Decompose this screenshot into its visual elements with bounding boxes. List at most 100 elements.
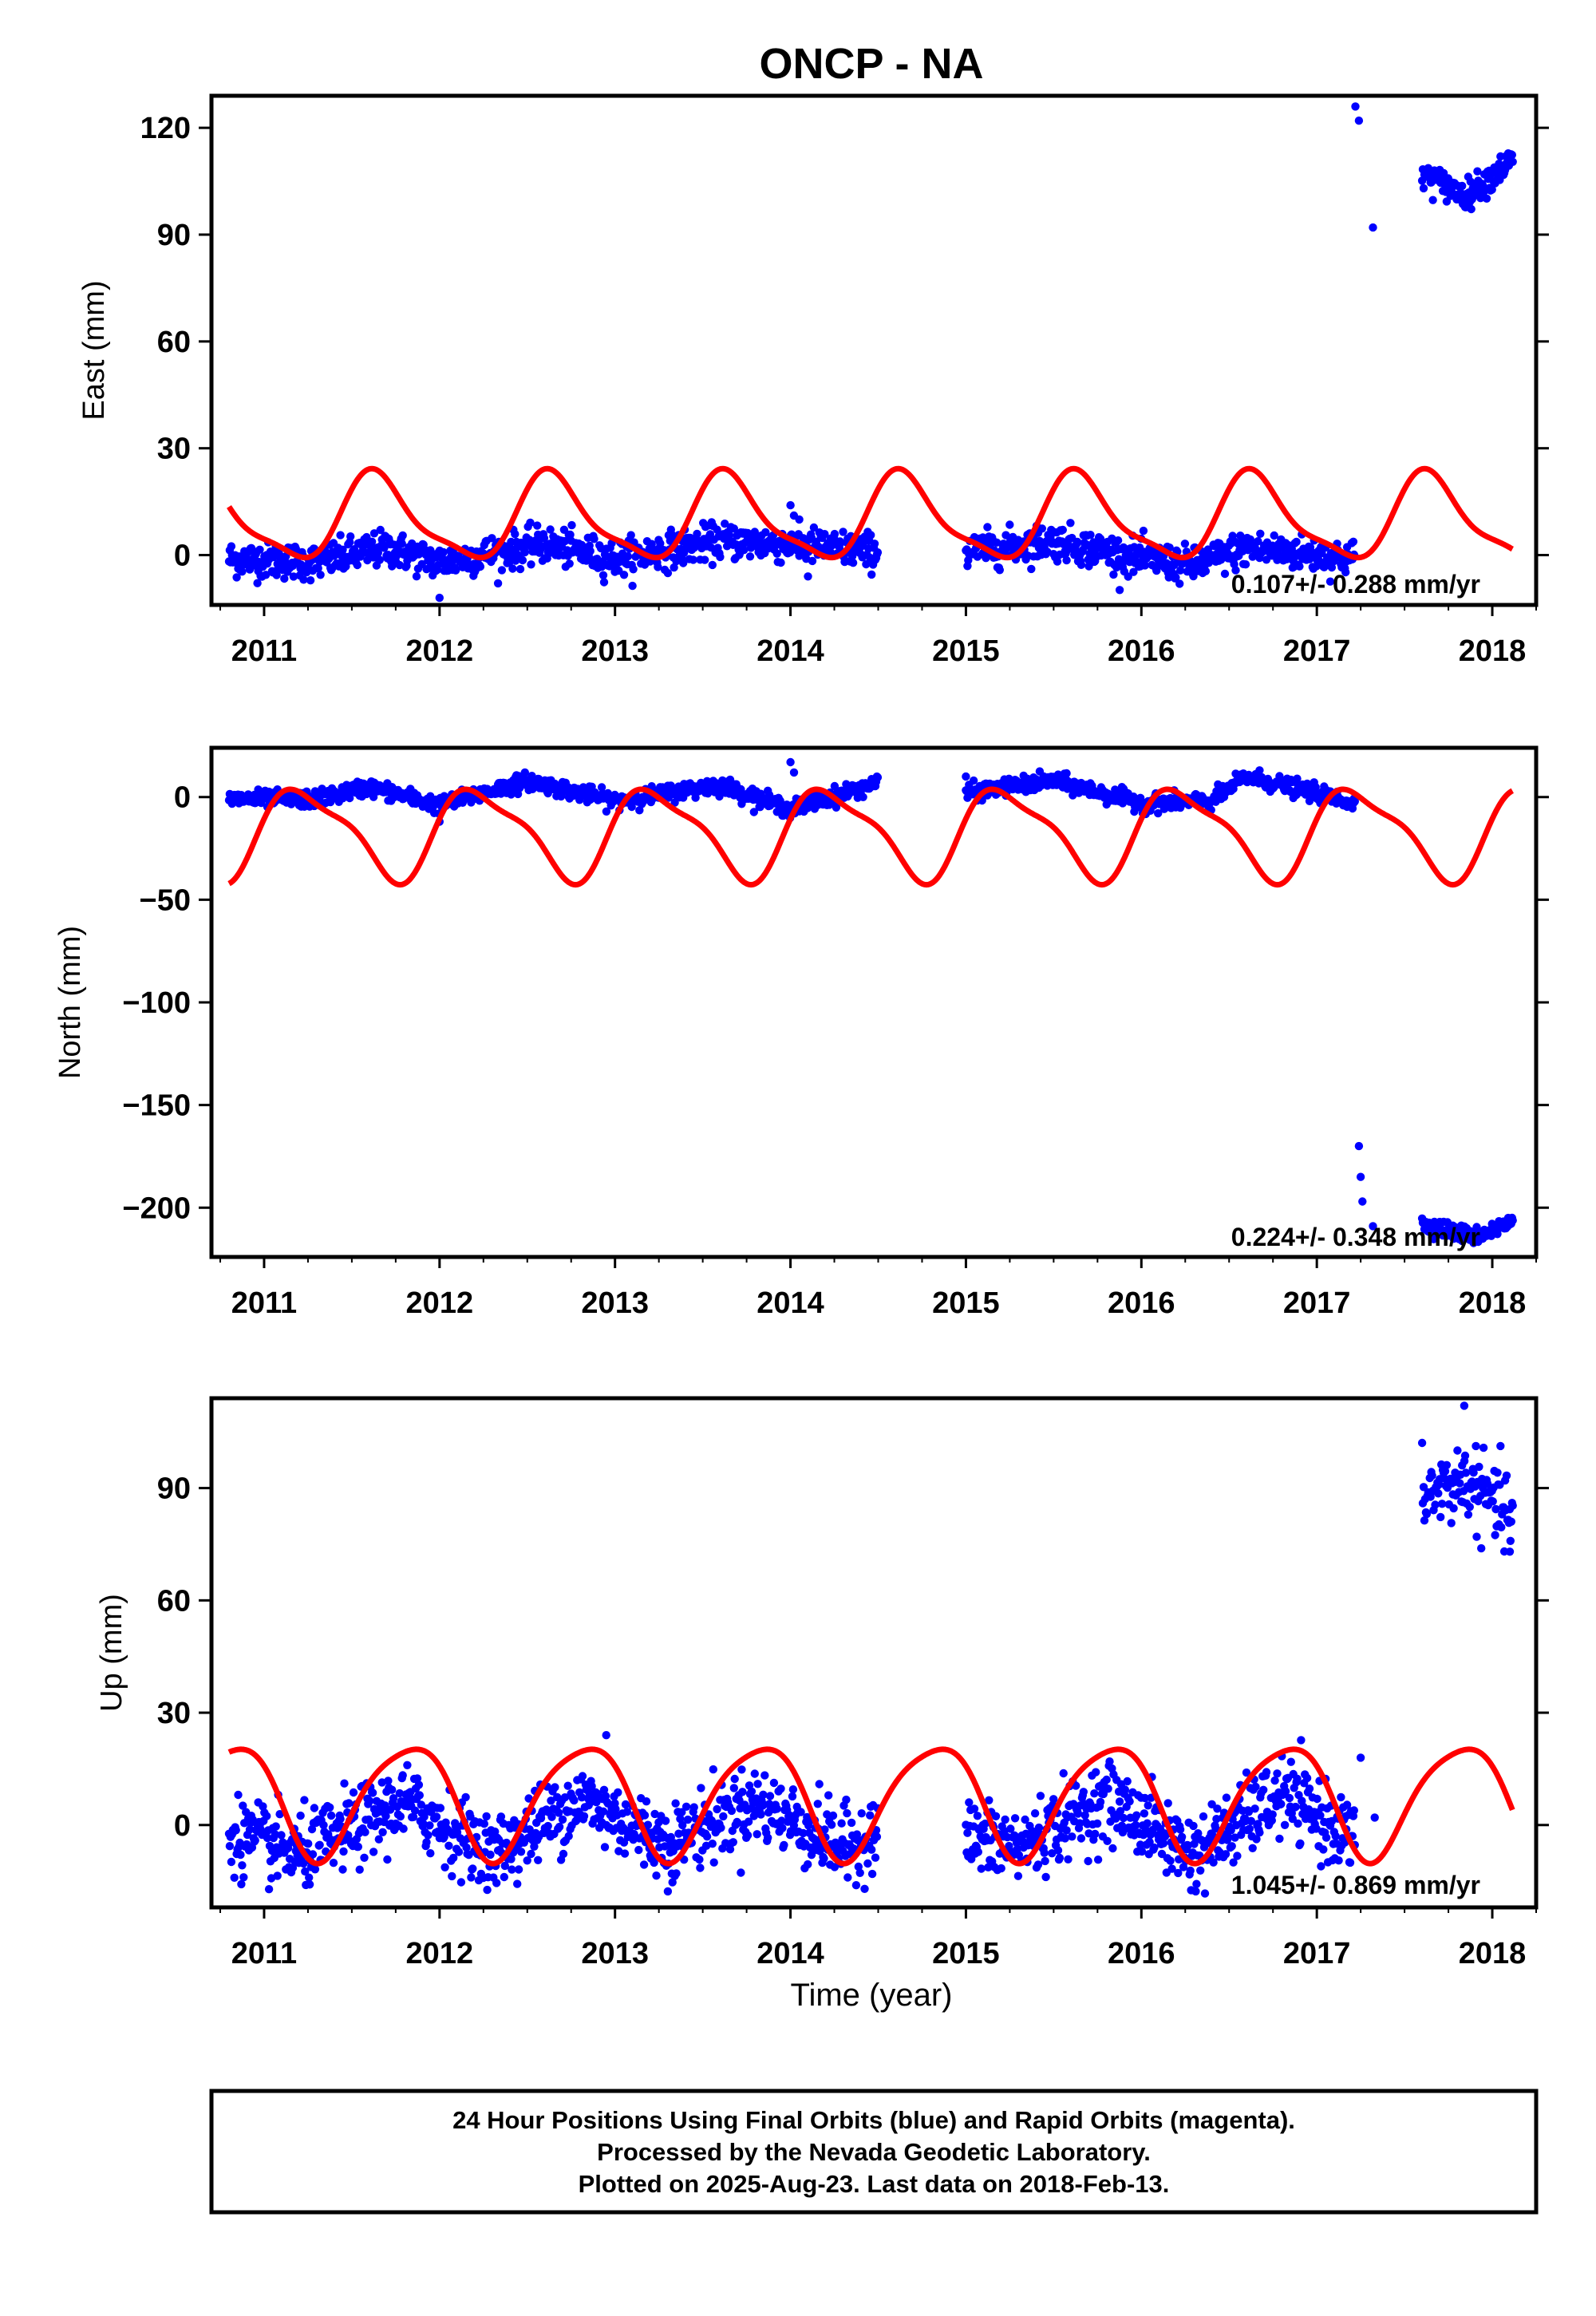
up-data-point <box>523 1856 531 1865</box>
up-data-point <box>727 1806 737 1816</box>
up-x-tick-label: 2017 <box>1283 1937 1351 1970</box>
east-outlier-point <box>795 515 804 524</box>
east-y-tick-label: 60 <box>157 326 191 359</box>
up-data-point <box>855 1868 864 1877</box>
up-data-point <box>307 1824 317 1834</box>
up-data-point <box>1119 1813 1128 1823</box>
up-data-point <box>730 1774 739 1784</box>
up-data-point <box>559 1849 568 1859</box>
up-data-point <box>857 1809 866 1818</box>
east-data-point <box>280 574 289 583</box>
east-data-point <box>1473 167 1482 176</box>
up-data-point <box>717 1824 725 1832</box>
up-data-point <box>449 1853 458 1863</box>
east-data-point <box>227 542 236 551</box>
up-data-point <box>1483 1479 1492 1488</box>
up-data-point <box>981 1819 990 1828</box>
up-data-point <box>1251 1782 1260 1792</box>
up-data-point <box>1233 1852 1242 1860</box>
up-data-point <box>719 1812 728 1821</box>
north-rate: 0.224+/- 0.348 mm/yr <box>1231 1223 1480 1251</box>
east-y-tick-label: 90 <box>157 219 191 252</box>
up-data-point <box>448 1871 456 1881</box>
up-data-point <box>454 1848 464 1856</box>
east-data-point <box>772 549 781 558</box>
up-data-point <box>1115 1797 1124 1806</box>
north-y-tick-label: −100 <box>122 986 191 1020</box>
north-data-point <box>715 792 724 801</box>
north-data-point <box>1508 1216 1517 1225</box>
up-data-point <box>378 1828 387 1836</box>
up-data-point <box>1186 1866 1195 1875</box>
up-data-point <box>1245 1824 1254 1833</box>
north-x-tick-label: 2011 <box>231 1286 297 1320</box>
up-data-point <box>1048 1849 1057 1858</box>
east-data-point <box>451 566 460 575</box>
east-data-point <box>721 520 729 528</box>
up-data-point <box>1268 1810 1277 1819</box>
up-data-point <box>778 1824 787 1832</box>
up-data-point <box>415 1791 424 1800</box>
up-data-point <box>1317 1862 1325 1871</box>
north-data-point <box>520 768 529 777</box>
up-data-point <box>815 1780 824 1788</box>
east-data-point <box>808 556 817 566</box>
up-data-point <box>696 1863 705 1872</box>
east-data-point <box>1077 560 1086 569</box>
up-data-point <box>820 1825 829 1834</box>
east-data-point <box>1295 562 1304 571</box>
east-data-point <box>740 545 749 555</box>
up-data-point <box>1053 1846 1063 1855</box>
up-frame <box>209 1396 1539 1910</box>
up-data-point <box>621 1800 630 1809</box>
up-data-point <box>851 1881 861 1890</box>
up-data-point <box>827 1820 836 1829</box>
up-data-point <box>1475 1462 1483 1472</box>
east-ticks: 2011 2012 2013 2014 2015 2016 2017 201803060901… <box>140 112 1549 668</box>
up-data-point <box>729 1784 738 1792</box>
east-data-point <box>336 531 345 539</box>
up-data-point <box>326 1811 336 1820</box>
up-data-point <box>396 1812 405 1821</box>
up-data-point <box>828 1811 838 1820</box>
north-x-tick-label: 2013 <box>581 1286 649 1320</box>
up-data-point <box>804 1821 813 1830</box>
east-data-point <box>761 528 770 537</box>
up-data-point <box>461 1792 470 1802</box>
up-data-point <box>245 1825 255 1834</box>
up-data-point <box>1092 1819 1102 1828</box>
up-data-point <box>1103 1836 1112 1845</box>
up-data-point <box>997 1863 1005 1873</box>
up-data-point <box>1167 1864 1176 1873</box>
up-data-point <box>425 1821 434 1830</box>
up-data-point <box>973 1812 982 1820</box>
up-data-point <box>513 1879 522 1888</box>
up-data-point <box>336 1815 345 1824</box>
east-data-point <box>729 524 738 533</box>
up-data-point <box>230 1873 239 1882</box>
east-data-point <box>1428 196 1437 204</box>
east-data-point <box>820 530 829 539</box>
north-data-point <box>1255 766 1264 775</box>
east-data-point <box>598 571 608 579</box>
up-data-point <box>1084 1856 1092 1866</box>
east-data-point <box>1508 157 1517 166</box>
up-data-point <box>579 1812 589 1820</box>
up-data-point <box>709 1858 718 1867</box>
up-data-point <box>747 1787 757 1796</box>
east-data-point <box>488 534 496 543</box>
up-data-point <box>823 1810 832 1819</box>
up-data-point <box>764 1833 772 1842</box>
up-data-point <box>750 1769 759 1778</box>
up-data-point <box>1125 1797 1134 1806</box>
up-data-point <box>1312 1824 1321 1833</box>
east-data-point <box>369 529 379 538</box>
up-data-point <box>738 1788 747 1796</box>
east-x-tick-label: 2017 <box>1283 634 1351 668</box>
east-outlier-point <box>1369 223 1377 232</box>
up-data-point <box>225 1842 235 1851</box>
east-series <box>224 102 1517 603</box>
up-data-point <box>1319 1845 1328 1854</box>
up-data-point <box>1296 1839 1305 1848</box>
up-data-point <box>500 1872 508 1882</box>
